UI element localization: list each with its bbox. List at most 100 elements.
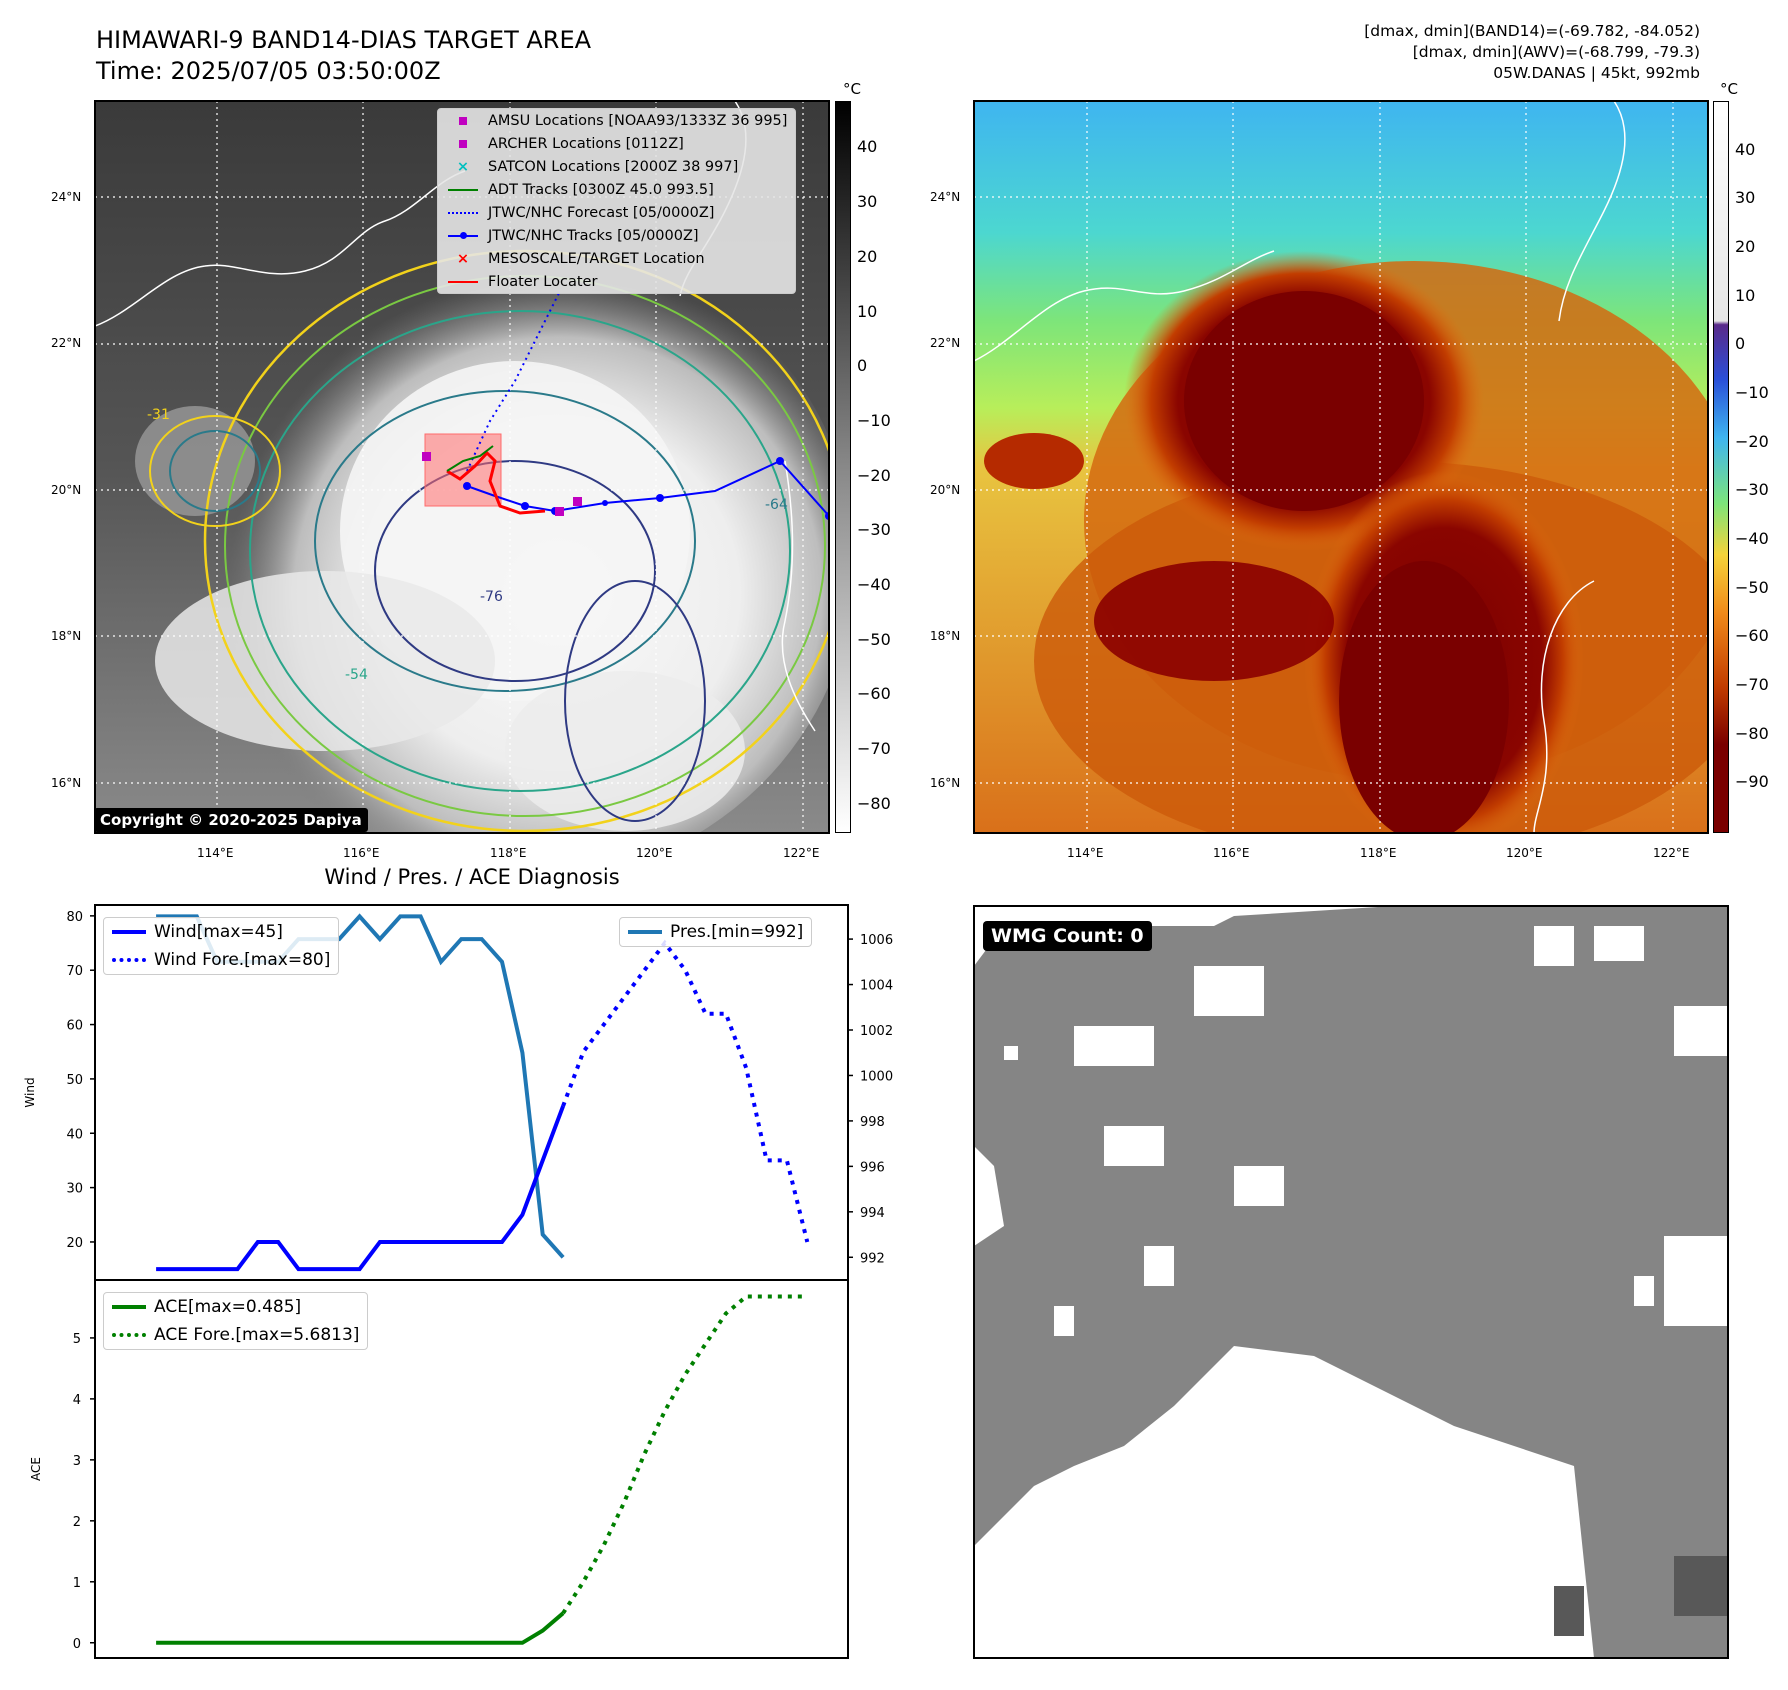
colorbar-tick: −80 (1735, 723, 1769, 743)
colorbar-tick: −20 (857, 465, 891, 485)
lat-label: 18°N (930, 629, 961, 643)
info-band14: [dmax, dmin](BAND14)=(-69.782, -84.052) (1364, 22, 1700, 40)
info-awv: [dmax, dmin](AWV)=(-68.799, -79.3) (1412, 43, 1700, 61)
line-icon (112, 930, 146, 934)
lon-label: 120°E (636, 846, 673, 860)
colorbar-tick: 40 (1735, 139, 1756, 159)
wind-axis-label: Wind (23, 1077, 37, 1107)
line-icon (628, 930, 662, 934)
lon-label: 122°E (1653, 846, 1690, 860)
ace-tick-label: 3 (73, 1454, 81, 1469)
ace-tick-label: 2 (73, 1515, 81, 1530)
band14-map-frame (94, 100, 830, 834)
lat-label: 20°N (51, 483, 82, 497)
colorbar-tick: −50 (1735, 577, 1769, 597)
colorbar-tick: −10 (1735, 383, 1769, 402)
ace-tick-label: 5 (73, 1332, 81, 1347)
pressure-tick-label: 998 (860, 1115, 885, 1130)
lat-label: 16°N (51, 776, 82, 790)
lat-label: 18°N (51, 629, 82, 643)
lon-label: 116°E (1213, 846, 1250, 860)
colorbar-right (1713, 101, 1729, 833)
contour-label: -54 (345, 667, 368, 683)
wind-tick-label: 20 (66, 1236, 83, 1251)
wind-line (156, 1105, 565, 1272)
diagnosis-title: Wind / Pres. / ACE Diagnosis (324, 865, 620, 889)
colorbar-tick: −50 (857, 629, 891, 649)
x-marker-icon: × (456, 250, 470, 267)
legend-item: JTWC/NHC Tracks [05/0000Z] (438, 224, 795, 247)
wind-tick-label: 60 (66, 1019, 83, 1034)
colorbar-tick: 0 (857, 356, 868, 376)
lat-label: 16°N (930, 776, 961, 790)
x-marker-icon: × (456, 158, 470, 175)
lon-label: 118°E (490, 846, 527, 860)
wind-forecast-line (561, 939, 810, 1243)
wind-tick-label: 40 (66, 1127, 83, 1142)
dotted-line-icon (112, 1333, 146, 1337)
square-icon (446, 116, 480, 125)
lat-label: 22°N (51, 336, 82, 350)
pressure-tick-label: 1006 (860, 933, 893, 948)
colorbar-tick: −30 (1735, 480, 1769, 500)
colorbar-tick: 20 (857, 246, 878, 266)
legend-item: × MESOSCALE/TARGET Location (438, 247, 795, 270)
line-icon (446, 188, 480, 191)
awv-map (974, 101, 1708, 833)
info-storm: 05W.DANAS | 45kt, 992mb (1493, 64, 1700, 82)
legend-item: ADT Tracks [0300Z 45.0 993.5] (438, 178, 795, 201)
legend-item: ACE[max=0.485] (104, 1293, 367, 1321)
pressure-tick-label: 994 (860, 1206, 885, 1221)
wmg-frame (973, 905, 1729, 1659)
legend-item: ACE Fore.[max=5.6813] (104, 1321, 367, 1349)
chart-title: HIMAWARI-9 BAND14-DIAS TARGET AREA (96, 26, 592, 54)
ace-legend: ACE[max=0.485] ACE Fore.[max=5.6813] (103, 1292, 369, 1350)
ace-tick-label: 1 (73, 1576, 81, 1591)
colorbar-tick: 0 (1735, 334, 1746, 354)
wind-tick-label: 30 (66, 1182, 83, 1197)
wmg-count-badge: WMG Count: 0 (983, 921, 1152, 951)
lon-label: 114°E (197, 846, 234, 860)
colorbar-tick: −40 (857, 574, 891, 594)
colorbar-tick: −30 (857, 520, 891, 540)
legend-item: JTWC/NHC Forecast [05/0000Z] (438, 201, 795, 224)
colorbar-tick: 10 (857, 301, 878, 321)
lon-label: 118°E (1360, 846, 1397, 860)
lon-label: 120°E (1506, 846, 1543, 860)
awv-map-frame (973, 100, 1709, 834)
map-legend: AMSU Locations [NOAA93/1333Z 36 995] ARC… (437, 108, 797, 294)
contour-label: -76 (480, 589, 503, 605)
wind-legend: Wind[max=45] Wind Fore.[max=80] (103, 917, 340, 975)
colorbar-tick: 30 (1735, 188, 1756, 208)
colorbar-tick: −20 (1735, 431, 1769, 451)
colorbar-unit: °C (1720, 80, 1738, 98)
copyright-badge: Copyright © 2020-2025 Dapiya (94, 808, 368, 832)
pressure-tick-label: 992 (860, 1251, 885, 1266)
colorbar-tick: 20 (1735, 237, 1756, 256)
colorbar-tick: −60 (1735, 626, 1769, 646)
ace-line (156, 1611, 565, 1645)
pressure-tick-label: 1000 (860, 1069, 893, 1084)
ace-axis-label: ACE (29, 1457, 43, 1481)
lon-label: 122°E (783, 846, 820, 860)
lat-label: 22°N (930, 336, 961, 350)
colorbar-tick: −80 (857, 793, 891, 813)
wmg-panel (974, 906, 1728, 1658)
colorbar-tick: −70 (857, 738, 891, 758)
line-icon (112, 1305, 146, 1309)
chart-time: Time: 2025/07/05 03:50:00Z (96, 57, 441, 85)
lon-label: 114°E (1067, 846, 1104, 860)
dotted-line-icon (446, 211, 480, 214)
pressure-tick-label: 996 (860, 1160, 885, 1175)
lat-label: 20°N (930, 483, 961, 497)
lat-label: 24°N (51, 190, 82, 204)
legend-item: Wind[max=45] (104, 918, 338, 946)
pressure-tick-label: 1004 (860, 979, 893, 994)
ace-tick-label: 0 (73, 1637, 81, 1652)
contour-label: -64 (765, 497, 788, 513)
lat-label: 24°N (930, 190, 961, 204)
legend-item: AMSU Locations [NOAA93/1333Z 36 995] (438, 109, 795, 132)
pressure-tick-label: 1002 (860, 1024, 893, 1039)
lon-label: 116°E (343, 846, 380, 860)
dotted-line-icon (112, 958, 146, 962)
